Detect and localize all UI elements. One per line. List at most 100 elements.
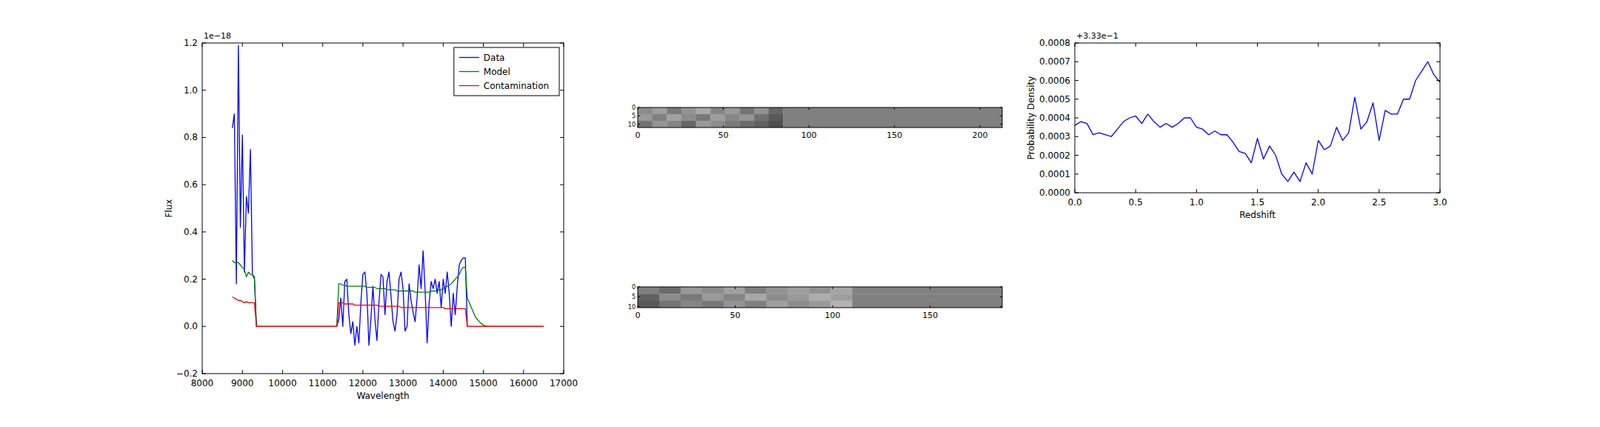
x-tick: [1257, 42, 1258, 193]
y-tick: [637, 296, 1003, 298]
x-tick: [808, 107, 809, 128]
cell: [659, 293, 681, 301]
y-tick: [202, 231, 564, 232]
y-tick: [202, 325, 564, 327]
x-tick: [832, 286, 834, 308]
x-tick: [637, 286, 639, 308]
x-tick: [1317, 42, 1319, 193]
legend-label: Model: [483, 66, 511, 78]
legend-swatch: [459, 57, 480, 58]
y-tick-label: 0: [631, 283, 636, 291]
x-tick: [1378, 42, 1380, 193]
x-tick-label: 2.0: [1311, 197, 1326, 208]
y-tick: [1074, 154, 1440, 156]
y-tick: [1074, 117, 1440, 119]
y-tick-label: 0.0007: [1039, 56, 1071, 67]
cell: [652, 120, 668, 128]
x-tick: [929, 286, 931, 308]
legend: DataModelContamination: [454, 47, 560, 96]
cell: [666, 120, 682, 128]
x-tick: [202, 42, 203, 374]
series-line: [1074, 61, 1440, 182]
x-tick-label: 100: [800, 130, 817, 140]
y-tick: [637, 123, 1003, 125]
x-tick: [322, 42, 323, 374]
cell: [851, 293, 1003, 301]
x-axis-label: Wavelength: [356, 390, 409, 401]
y-tick: [1074, 98, 1440, 100]
cell: [681, 114, 697, 121]
y-tick: [637, 305, 1003, 307]
cell: [637, 286, 660, 295]
cell: [830, 286, 852, 295]
x-tick: [894, 107, 895, 128]
offset-text: 1e−18: [203, 31, 232, 41]
x-tick-label: 150: [886, 130, 903, 140]
axes-frame: [637, 286, 1003, 308]
cell: [766, 300, 789, 308]
y-tick: [1074, 61, 1440, 63]
x-tick-label: 17000: [549, 377, 578, 389]
image-axes: 0501001500510: [628, 283, 1003, 320]
x-tick-label: 9000: [231, 377, 255, 389]
cell: [652, 107, 668, 115]
cell: [768, 114, 784, 121]
y-tick-label: 0.8: [183, 131, 198, 143]
x-tick-label: 100: [825, 310, 841, 320]
x-tick-label: 13000: [388, 377, 418, 389]
cell: [830, 300, 852, 308]
cell: [809, 300, 832, 308]
cell: [702, 286, 724, 295]
cell: [637, 107, 653, 115]
y-tick-label: 0.0002: [1039, 150, 1071, 161]
y-tick: [202, 278, 564, 280]
series-line: [232, 296, 544, 326]
cell: [788, 293, 810, 301]
x-tick: [1196, 42, 1198, 193]
cell: [696, 120, 712, 128]
axes-frame: [1074, 42, 1440, 193]
y-tick: [202, 42, 564, 44]
y-tick-label: 0: [631, 104, 636, 112]
x-tick-label: 8000: [191, 377, 215, 389]
y-tick-label: 0.0000: [1039, 187, 1071, 198]
x-tick: [282, 42, 283, 374]
legend-swatch: [459, 71, 480, 72]
offset-text: +3.33e−1: [1076, 31, 1119, 41]
y-tick-label: 0.6: [183, 179, 198, 190]
x-tick-label: 12000: [348, 377, 378, 389]
cell: [739, 107, 755, 115]
x-tick: [362, 42, 363, 374]
cell: [754, 120, 769, 128]
cell: [766, 293, 789, 301]
cell: [696, 114, 712, 121]
y-tick: [637, 286, 1003, 288]
cell: [723, 300, 746, 308]
cell: [782, 120, 1003, 128]
x-tick-label: 11000: [308, 377, 338, 389]
x-tick-label: 0: [635, 130, 641, 140]
plot-background: [1074, 42, 1440, 193]
cell: [681, 120, 697, 128]
x-tick: [442, 42, 444, 374]
y-tick-label: 1.0: [183, 85, 198, 96]
cell: [680, 300, 703, 308]
cell: [637, 293, 660, 301]
cell: [768, 120, 784, 128]
cell: [830, 293, 852, 301]
y-axis-label: Flux: [163, 199, 175, 218]
x-tick-label: 0: [635, 310, 641, 320]
y-tick: [1074, 42, 1440, 44]
x-tick-label: 3.0: [1432, 197, 1447, 208]
cell: [637, 114, 653, 121]
cell: [702, 300, 724, 308]
cell: [768, 107, 784, 115]
x-axis-label: Redshift: [1239, 209, 1276, 220]
y-tick-label: −0.2: [176, 368, 198, 379]
cell: [745, 293, 767, 301]
x-tick-label: 2.5: [1371, 197, 1386, 208]
legend-label: Data: [483, 52, 506, 63]
x-tick: [563, 42, 565, 374]
x-tick-label: 14000: [428, 377, 458, 389]
x-tick: [1135, 42, 1137, 193]
